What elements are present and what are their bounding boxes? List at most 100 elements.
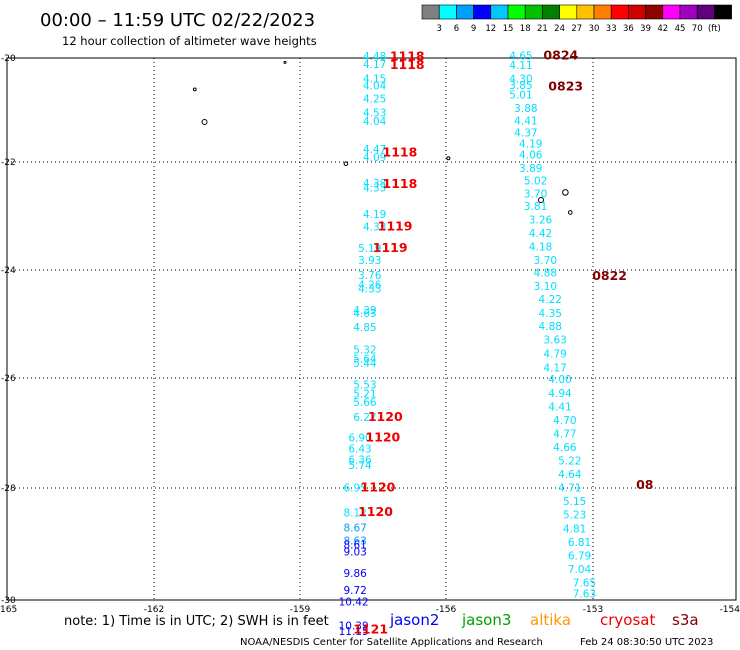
satellite-s3a: s3a bbox=[672, 611, 699, 629]
plot-frame bbox=[6, 57, 737, 601]
wave-height-value: 4.48 bbox=[363, 51, 386, 63]
wave-height-value: 4.17 bbox=[543, 362, 566, 374]
colorbar-label: (ft) bbox=[708, 24, 721, 34]
wave-height-value: 4.77 bbox=[553, 428, 576, 440]
time-label: 1120 bbox=[358, 504, 393, 519]
colorbar: 3 6 9 12 15 18 21 24 27 30 33 36 39 42 45 70 (ft) bbox=[421, 4, 732, 34]
colorbar-swatch bbox=[628, 4, 646, 20]
wave-height-value: 10.42 bbox=[339, 596, 369, 608]
wave-height-value: 4.41 bbox=[514, 116, 537, 128]
time-label: 0824 bbox=[543, 48, 578, 63]
wave-height-value: 3.89 bbox=[519, 163, 542, 175]
colorbar-swatch bbox=[593, 4, 612, 20]
wave-height-value: 4.04 bbox=[363, 80, 387, 92]
wave-height-value: 4.38 bbox=[363, 178, 386, 190]
wave-height-value: 6.95 bbox=[343, 483, 366, 495]
wave-height-value: 8.61 bbox=[343, 540, 366, 552]
wave-height-value: 3.63 bbox=[543, 335, 566, 347]
colorbar-label: 6 bbox=[454, 24, 459, 34]
colorbar-label: 21 bbox=[537, 24, 548, 34]
wave-height-value: 4.64 bbox=[558, 469, 582, 481]
wave-height-points: 4.484.174.154.044.254.534.044.474.094.38… bbox=[339, 51, 596, 639]
wave-height-value: 5.64 bbox=[353, 354, 377, 366]
x-axis: -165 -162 -159 -156 -153 -154 bbox=[0, 605, 740, 615]
island-outline bbox=[201, 118, 208, 125]
wave-height-value: 4.71 bbox=[558, 483, 581, 495]
wave-height-value: 3.70 bbox=[534, 255, 557, 267]
wave-height-value: 3.93 bbox=[358, 255, 381, 267]
satellite-jason3: jason3 bbox=[461, 611, 511, 629]
footer-credit: NOAA/NESDIS Center for Satellite Applica… bbox=[240, 637, 543, 648]
wave-height-value: 7.63 bbox=[573, 588, 596, 600]
island-outline bbox=[567, 210, 573, 215]
wave-height-value: 4.26 bbox=[358, 279, 382, 291]
island-outline bbox=[192, 87, 197, 92]
colorbar-label: 18 bbox=[520, 24, 531, 34]
wave-height-value: 3.81 bbox=[524, 201, 547, 213]
time-label: 0822 bbox=[592, 268, 627, 283]
wave-height-value: 5.23 bbox=[563, 510, 586, 522]
y-tick-label: -24 bbox=[1, 266, 16, 276]
island-outline bbox=[343, 161, 349, 166]
wave-height-value: 5.02 bbox=[524, 175, 547, 187]
colorbar-label: 12 bbox=[485, 24, 496, 34]
wave-height-value: 4.33 bbox=[363, 182, 386, 194]
wave-height-value: 10.39 bbox=[339, 620, 369, 632]
wave-height-value: 4.94 bbox=[548, 388, 572, 400]
time-label: 1118 bbox=[383, 176, 418, 191]
wave-height-value: 3.70 bbox=[524, 188, 547, 200]
colorbar-label: 42 bbox=[657, 24, 668, 34]
wave-height-value: 9.86 bbox=[343, 568, 367, 580]
wave-height-value: 5.19 bbox=[358, 243, 381, 255]
wave-height-value: 3.26 bbox=[529, 214, 553, 226]
wave-height-value: 8.63 bbox=[343, 536, 366, 548]
colorbar-label: 24 bbox=[554, 24, 565, 34]
wave-height-value: 4.04 bbox=[363, 116, 387, 128]
colorbar-swatch bbox=[696, 4, 715, 20]
colorbar-label: 3 bbox=[436, 24, 441, 34]
time-label: 1120 bbox=[365, 430, 400, 445]
x-tick-label: -159 bbox=[290, 605, 311, 615]
colorbar-swatch bbox=[421, 4, 440, 20]
grid bbox=[7, 58, 736, 600]
footer-note: note: 1) Time is in UTC; 2) SWH is in fe… bbox=[64, 614, 329, 629]
wave-height-value: 4.88 bbox=[534, 267, 557, 279]
time-label: 1121 bbox=[353, 622, 388, 637]
colorbar-label: 27 bbox=[571, 24, 582, 34]
colorbar-swatch bbox=[507, 4, 526, 20]
time-label: 1120 bbox=[361, 480, 396, 495]
colorbar-swatch bbox=[524, 4, 543, 20]
wave-height-value: 4.19 bbox=[519, 138, 542, 150]
islands bbox=[192, 60, 573, 215]
island-outline bbox=[283, 60, 287, 64]
colorbar-label: 30 bbox=[589, 24, 600, 34]
time-label: 1118 bbox=[390, 49, 425, 64]
y-tick-label: -20 bbox=[1, 54, 16, 64]
wave-height-value: 6.36 bbox=[348, 454, 372, 466]
time-label: 1119 bbox=[373, 240, 408, 255]
wave-height-value: 6.81 bbox=[568, 537, 591, 549]
colorbar-swatch bbox=[679, 4, 698, 20]
wave-height-value: 6.43 bbox=[348, 444, 371, 456]
wave-height-value: 4.88 bbox=[539, 321, 562, 333]
time-label: 1118 bbox=[383, 145, 418, 160]
wave-height-value: 8.12 bbox=[343, 508, 366, 520]
wave-height-value: 6.79 bbox=[568, 550, 591, 562]
wave-height-value: 4.42 bbox=[529, 228, 552, 240]
y-tick-label: -28 bbox=[1, 484, 16, 494]
wave-height-value: 4.79 bbox=[543, 349, 566, 361]
wave-height-value: 9.03 bbox=[343, 547, 366, 559]
colorbar-label: 36 bbox=[623, 24, 634, 34]
wave-height-value: 6.90 bbox=[348, 433, 371, 445]
wave-height-value: 4.19 bbox=[363, 209, 386, 221]
time-label: 08 bbox=[636, 477, 653, 492]
satellite-jason2: jason2 bbox=[389, 611, 439, 629]
satellite-cryosat: cryosat bbox=[600, 611, 655, 629]
wave-height-value: 4.35 bbox=[539, 308, 562, 320]
wave-height-value: 4.65 bbox=[509, 51, 532, 63]
wave-height-value: 4.15 bbox=[363, 73, 386, 85]
x-tick-label: -154 bbox=[720, 605, 740, 615]
wave-height-value: 5.74 bbox=[348, 460, 372, 472]
y-axis: -20 -22 -24 -26 -28 -30 bbox=[1, 54, 16, 606]
wave-height-value: 4.41 bbox=[548, 401, 571, 413]
